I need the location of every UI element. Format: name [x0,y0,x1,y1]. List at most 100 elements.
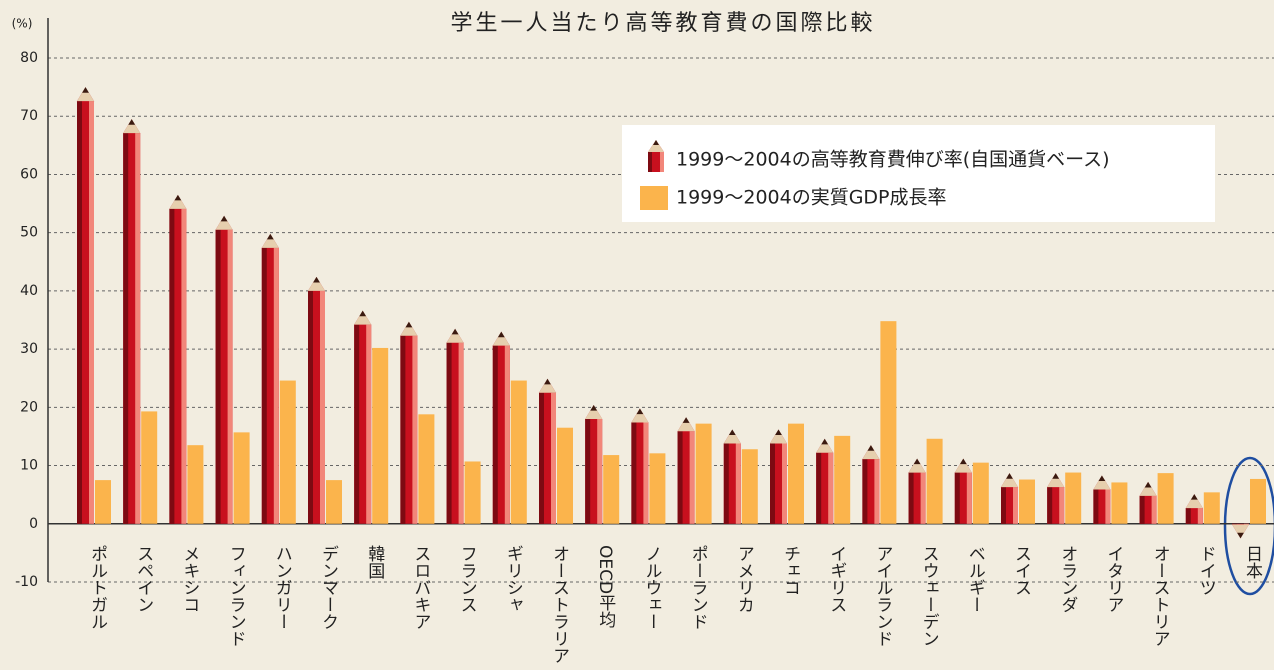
bar [326,480,342,524]
pencil-highlight [505,346,510,524]
pencil-highlight [1059,487,1064,524]
x-tick-label: スイス [1011,545,1031,596]
pencil-highlight [921,473,926,524]
pencil-shade [262,248,267,524]
x-tick-label: スウェーデン [919,545,939,647]
y-tick-label: 60 [20,166,38,182]
x-tick-label: フィンランド [226,545,246,647]
pencil-highlight [597,419,602,524]
x-tick-label: 韓国 [364,545,385,579]
bar [649,453,665,523]
pencil-highlight [1105,489,1110,523]
pencil-shade [816,453,821,524]
pencil-shade [955,473,960,524]
pencil-shade [216,230,221,524]
chart-title: 学生一人当たり高等教育費の国際比較 [450,11,875,36]
bar [418,414,434,523]
bar [1204,492,1220,523]
x-tick-label: ギリシャ [503,545,523,613]
bar [603,455,619,524]
bar [834,436,850,524]
pencil-shade [1186,508,1191,524]
bar [788,424,804,524]
bar [465,461,481,523]
legend-swatch [640,186,668,210]
x-tick-label: スペイン [133,545,153,613]
pencil-highlight [228,230,233,524]
pencil-shade [493,346,498,524]
pencil-highlight [459,343,464,524]
bar [1019,480,1035,524]
y-tick-label: 40 [20,283,38,299]
pencil-shade [678,431,683,524]
bar [557,428,573,524]
pencil-highlight [412,336,417,524]
x-tick-label: デンマーク [318,545,338,630]
pencil-highlight [967,473,972,524]
x-tick-label: イタリア [1103,545,1123,613]
pencil-highlight [828,453,833,524]
pencil-highlight [736,443,741,523]
bar [141,411,157,523]
pencil-shade [169,209,174,524]
bar [1111,482,1127,523]
pencil-shade [308,291,313,524]
x-tick-label: チェコ [780,545,800,596]
x-tick-label: アイルランド [872,545,892,647]
y-tick-label: -10 [15,574,38,590]
pencil-shade [77,101,82,524]
bar [1065,473,1081,524]
y-tick-label: 10 [20,458,38,474]
pencil-highlight [782,443,787,523]
pencil-highlight [1244,524,1249,525]
pencil-highlight [181,209,186,524]
x-tick-label: 日本 [1242,545,1263,579]
pencil-highlight [89,101,94,524]
x-tick-label: フランス [457,545,477,613]
pencil-shade [400,336,405,524]
pencil-highlight [643,422,648,523]
bar [511,381,527,524]
bar [880,321,896,524]
x-tick-label: ポーランド [688,545,708,630]
pencil-highlight [274,248,279,524]
bar [95,480,111,524]
x-tick-label: ドイツ [1196,545,1216,596]
bar [234,432,250,523]
pencil-highlight [690,431,695,524]
y-tick-label: 80 [20,50,38,66]
pencil-highlight [1152,496,1157,524]
pencil-shade [1093,489,1098,523]
pencil-shade [447,343,452,524]
pencil-shade [1232,524,1237,525]
legend-pencil-highlight [660,152,664,172]
pencil-highlight [1198,508,1203,524]
x-tick-label: OECD平均 [595,545,616,629]
pencil-shade [1140,496,1145,524]
legend-pencil-shade [648,152,652,172]
bar [372,348,388,524]
pencil-highlight [551,393,556,524]
bar [1158,473,1174,524]
legend-label: 1999～2004の高等教育費伸び率(自国通貨ベース) [676,149,1110,171]
y-tick-label: 30 [20,341,38,357]
x-tick-label: ポルトガル [87,545,107,630]
pencil-highlight [320,291,325,524]
chart: 学生一人当たり高等教育費の国際比較 (%) -10010203040506070… [0,0,1274,670]
x-tick-label: オランダ [1057,545,1077,613]
y-tick-label: 70 [20,108,38,124]
pencil-shade [1001,487,1006,524]
x-tick-label: オーストラリア [549,545,569,664]
pencil-shade [585,419,590,524]
y-tick-label: 50 [20,225,38,241]
x-tick-label: ベルギー [965,545,985,613]
y-tick-label: 0 [29,516,38,532]
y-unit: (%) [12,17,33,31]
x-tick-label: オーストリア [1150,545,1170,647]
pencil-shade [123,133,128,524]
pencil-shade [909,473,914,524]
bar [973,463,989,524]
pencil-shade [631,422,636,523]
x-tick-label: メキシコ [179,545,199,613]
pencil-shade [724,443,729,523]
